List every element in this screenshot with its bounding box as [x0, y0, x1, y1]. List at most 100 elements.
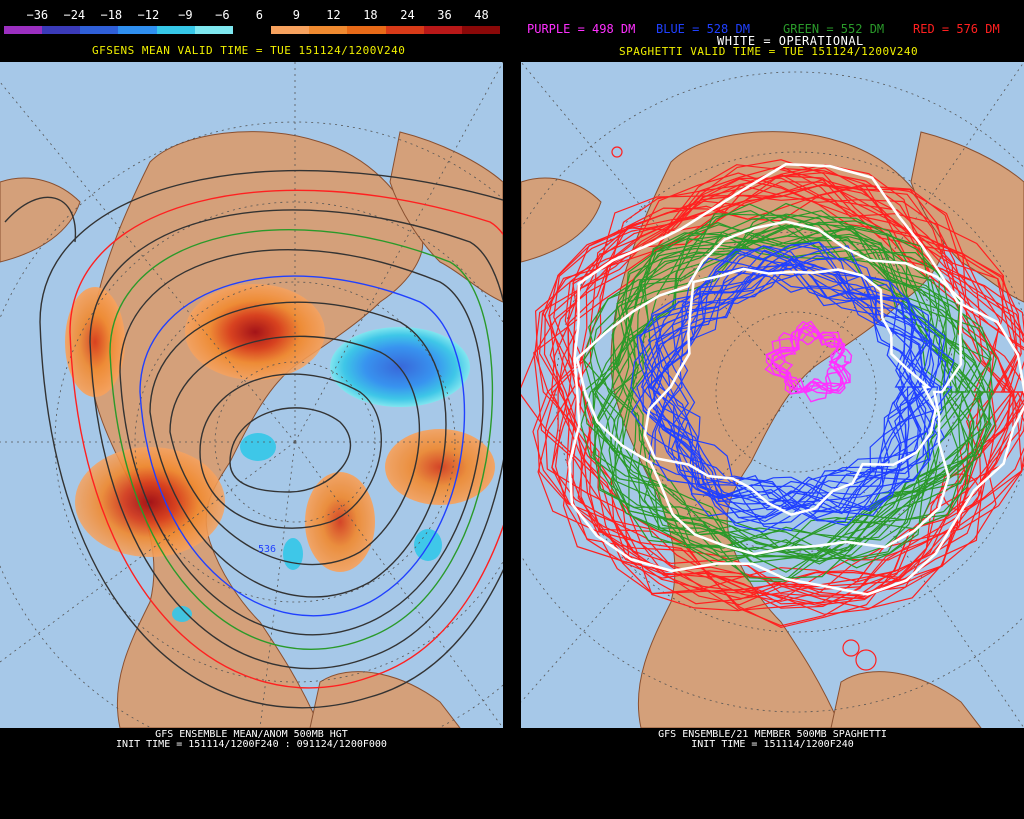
spaghetti-green-contour	[595, 222, 992, 573]
spaghetti-blue-contour	[638, 258, 946, 514]
spaghetti-red-contour	[534, 173, 1019, 600]
spaghetti-red-contour	[544, 183, 1012, 627]
color-scale-tick: −36	[26, 8, 49, 22]
operational-green-level	[575, 220, 963, 556]
spaghetti-red-contour	[562, 167, 1024, 591]
color-scale-tick: 36	[437, 8, 452, 22]
spaghetti-map-svg	[521, 62, 1024, 728]
spaghetti-blue-contour	[630, 264, 931, 519]
spaghetti-red-contour	[549, 165, 1024, 595]
left-footer-init-time: INIT TIME = 151114/1200F240 : 091124/120…	[116, 739, 387, 750]
color-scale-tick: 24	[400, 8, 415, 22]
color-bar-segment	[423, 26, 462, 34]
color-bar-segment	[118, 26, 157, 34]
color-bar-segment	[232, 26, 272, 34]
color-scale-tick: 6	[255, 8, 264, 22]
spaghetti-purple-contour	[770, 327, 851, 394]
color-scale-tick: −12	[137, 8, 160, 22]
color-scale-tick: 12	[326, 8, 341, 22]
warm-anomaly-atlantic	[385, 429, 495, 505]
spaghetti-blue-contour	[636, 263, 932, 512]
operational-red-level	[568, 162, 1024, 596]
warm-anomaly-east	[305, 472, 375, 572]
left-valid-time: GFSENS MEAN VALID TIME = TUE 151124/1200…	[92, 44, 406, 57]
color-bar-segment	[42, 26, 81, 34]
spaghetti-blue-528	[630, 241, 955, 533]
panel-divider	[503, 0, 521, 819]
spaghetti-white-operational	[568, 162, 1024, 596]
color-bar-segment	[4, 26, 43, 34]
south-america	[830, 671, 982, 728]
color-scale-tick: −24	[63, 8, 86, 22]
legend-red: RED = 576 DM	[913, 22, 1000, 36]
height-contours	[4, 169, 503, 709]
warm-anomaly-arctic	[185, 284, 325, 380]
south-america	[309, 671, 461, 728]
greenland	[389, 131, 503, 303]
spaghetti-red-contour	[548, 179, 1024, 615]
spaghetti-purple-498	[764, 320, 853, 403]
spaghetti-red-contour	[537, 184, 1023, 602]
contour-label-536: 536	[258, 544, 276, 555]
spaghetti-blue-contour	[650, 265, 947, 523]
color-bar-segment	[271, 26, 310, 34]
spaghetti-blue-contour	[655, 258, 955, 515]
cold-anomaly-small	[240, 433, 276, 461]
spaghetti-green-contour	[611, 223, 993, 552]
operational-blue-level	[643, 267, 937, 516]
lat-lon-grid	[0, 62, 503, 728]
color-bar-segment	[156, 26, 195, 34]
spaghetti-red-contour	[551, 194, 1024, 611]
color-bar-segment	[385, 26, 424, 34]
spaghetti-blue-contour	[647, 249, 941, 517]
color-scale-tick: 48	[474, 8, 489, 22]
spaghetti-green-contour	[582, 224, 982, 559]
spaghetti-red-cutoff	[842, 639, 860, 657]
color-scale-tick: −9	[178, 8, 193, 22]
right-valid-time: SPAGHETTI VALID TIME = TUE 151124/1200V2…	[619, 45, 919, 58]
right-footer-init-time: INIT TIME = 151114/1200F240	[691, 739, 854, 750]
spaghetti-red-contour	[532, 183, 1024, 609]
color-bar-segment	[80, 26, 119, 34]
spaghetti-red-contour	[534, 175, 1018, 598]
anomaly-color-bar	[4, 26, 501, 34]
asia-east	[0, 177, 81, 263]
mean-anomaly-map-svg: 536	[0, 62, 503, 728]
spaghetti-blue-contour	[651, 245, 931, 519]
color-scale-tick: 9	[292, 8, 301, 22]
spaghetti-purple-contour	[771, 331, 853, 394]
spaghetti-green-contour	[611, 213, 997, 549]
spaghetti-green-contour	[588, 219, 992, 559]
spaghetti-blue-contour	[654, 257, 939, 519]
ensemble-mean-map: 536	[0, 62, 503, 728]
spaghetti-green-contour	[589, 209, 976, 569]
color-bar-segment	[194, 26, 233, 34]
color-bar-segment	[347, 26, 386, 34]
spaghetti-blue-contour	[630, 266, 945, 511]
color-bar-segment	[461, 26, 501, 34]
legend-green: GREEN = 552 DM	[783, 22, 885, 36]
spaghetti-green-contour	[595, 232, 975, 582]
spaghetti-red-cutoff	[611, 146, 623, 158]
cold-anomaly-south	[283, 538, 303, 570]
spaghetti-red-contour	[550, 172, 1017, 612]
warm-anomaly-west	[65, 287, 125, 397]
spaghetti-red-576	[521, 146, 1024, 671]
legend-blue: BLUE = 528 DM	[656, 22, 750, 36]
spaghetti-blue-contour	[656, 245, 936, 526]
color-scale-tick: 18	[363, 8, 378, 22]
left-footer-title: GFS ENSEMBLE MEAN/ANOM 500MB HGT	[155, 729, 348, 740]
spaghetti-red-cutoff	[855, 649, 877, 671]
legend-purple: PURPLE = 498 DM	[527, 22, 636, 36]
ensemble-mean-panel: −36 −24 −18 −12 −9 −6 6 9 12 18 24 36 48 GFSENS MEAN…	[0, 0, 503, 819]
land-masses	[0, 131, 503, 728]
spaghetti-panel: PURPLE = 498 DM BLUE = 528 DM GREEN = 55…	[521, 0, 1024, 819]
color-scale-tick: −18	[100, 8, 123, 22]
right-footer-title: GFS ENSEMBLE/21 MEMBER 500MB SPAGHETTI	[658, 729, 887, 740]
spaghetti-purple-contour	[771, 320, 845, 395]
spaghetti-map	[521, 62, 1024, 728]
color-scale-tick: −6	[215, 8, 230, 22]
cold-anomaly-southwest	[172, 606, 192, 622]
spaghetti-green-contour	[608, 228, 996, 559]
warm-anomaly-pacific	[75, 447, 225, 557]
